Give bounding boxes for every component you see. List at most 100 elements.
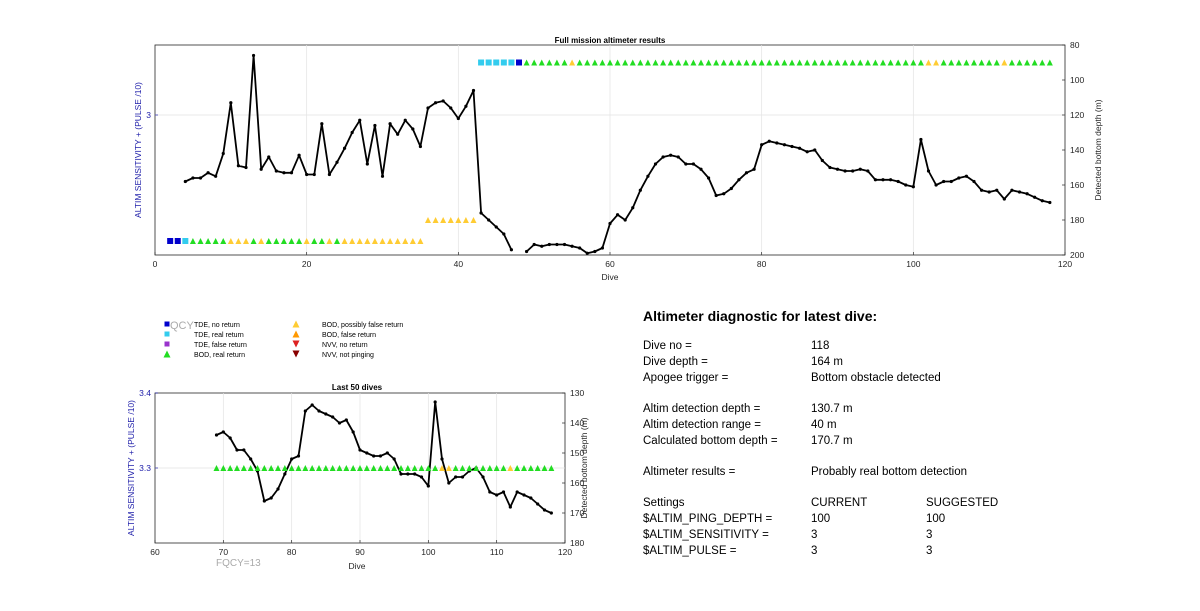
bottom-depth-point [509, 248, 514, 252]
altimeter-marker [917, 59, 924, 66]
bottom-depth-point [267, 155, 271, 159]
altimeter-marker [637, 59, 644, 66]
altimeter-marker [743, 59, 750, 66]
altimeter-marker [356, 238, 363, 244]
x-tick-label: 110 [490, 547, 504, 557]
altimeter-marker [268, 465, 275, 471]
altimeter-marker [1016, 59, 1023, 66]
bottom-depth-point [813, 148, 817, 152]
bottom-depth-point [529, 496, 533, 500]
altimeter-marker [576, 59, 583, 66]
altimeter-marker [887, 59, 894, 66]
altimeter-marker [796, 59, 803, 66]
altimeter-marker [394, 238, 401, 244]
bottom-depth-point [1025, 192, 1029, 196]
bottom-depth-point [183, 179, 187, 184]
bottom-depth-point [760, 143, 764, 147]
setting-name: $ALTIM_PING_DEPTH = [643, 513, 773, 525]
altimeter-marker [189, 238, 196, 244]
altimeter-marker [629, 59, 636, 66]
bottom-depth-point [926, 169, 931, 173]
bottom-depth-point [236, 164, 241, 168]
bottom-depth-point [767, 139, 771, 143]
bottom-depth-point [337, 421, 342, 425]
altimeter-marker [418, 465, 425, 471]
altimeter-marker [1031, 59, 1038, 66]
altimeter-marker [698, 59, 704, 66]
bottom-depth-point [797, 146, 802, 150]
altimeter-marker [675, 59, 682, 66]
altimeter-marker [516, 59, 522, 66]
altimeter-marker [895, 59, 902, 66]
altimeter-marker [910, 59, 917, 66]
altimeter-marker [220, 238, 227, 244]
altimeter-marker [247, 465, 254, 471]
bottom-depth-point [1040, 199, 1044, 203]
bottom-depth-point [456, 116, 460, 121]
detect-range-row: Altim detection range = 40 m [643, 419, 1103, 435]
bottom-depth-point [987, 190, 991, 194]
bottom-depth-point [235, 448, 239, 452]
bottom-depth-point [699, 167, 703, 171]
y-right-tick-label: 130 [570, 388, 584, 398]
bottom-depth-point [547, 242, 551, 247]
bottom-depth-point [388, 122, 392, 126]
bottom-depth-point [805, 150, 809, 154]
y-right-tick-label: 170 [570, 508, 584, 518]
altimeter-marker [447, 217, 454, 223]
altimeter-marker [455, 217, 462, 223]
bottom-depth-point [752, 167, 756, 171]
altimeter-marker [607, 59, 613, 66]
bottom-depth-point [555, 242, 559, 247]
bottom-depth-point [229, 101, 233, 105]
altimeter-marker [849, 59, 856, 66]
altimeter-marker [417, 238, 424, 244]
bottom-depth-point [418, 144, 423, 149]
altimeter-marker [288, 238, 295, 244]
altimeter-marker [523, 59, 530, 66]
bottom-depth-point [214, 433, 219, 437]
top-chart-series [167, 53, 1053, 255]
bottom-depth-point [396, 132, 400, 136]
diagnostic-title: Altimeter diagnostic for latest dive: [643, 308, 878, 324]
altimeter-marker [240, 465, 247, 471]
bottom-depth-point [380, 174, 385, 178]
bottom-depth-point [684, 162, 688, 166]
y-right-tick-label: 150 [570, 448, 584, 458]
bottom-depth-point [350, 130, 354, 135]
bottom-depth-point [413, 472, 417, 476]
bottom-depth-point [297, 153, 301, 157]
fqcy-annotation: FQCY=13 [216, 558, 261, 569]
altimeter-marker [766, 59, 773, 66]
altimeter-marker [258, 238, 265, 244]
bottom-depth-point [303, 409, 307, 413]
altimeter-marker [713, 59, 720, 66]
altimeter-marker [334, 238, 340, 244]
results-row: Altimeter results = Probably real bottom… [643, 466, 1103, 482]
y-left-tick-label: 3 [146, 110, 151, 120]
altimeter-marker [1046, 59, 1053, 66]
altimeter-marker [432, 217, 439, 223]
bottom-depth-point [487, 218, 491, 222]
altimeter-marker [363, 465, 370, 471]
bottom-depth-point [722, 192, 726, 196]
x-tick-label: 90 [355, 547, 365, 557]
bottom-depth-point [488, 490, 492, 494]
bottom-depth-point [305, 172, 309, 177]
setting-suggested: 100 [926, 513, 946, 525]
altimeter-marker [480, 465, 486, 471]
bottom-depth-point [454, 475, 458, 479]
bottom-depth-point [515, 490, 519, 494]
altimeter-marker [205, 238, 212, 244]
bottom-depth-point [578, 246, 582, 250]
setting-row-sensitivity: $ALTIM_SENSITIVITY = 3 3 [643, 529, 1103, 545]
bottom-depth-point [324, 412, 328, 416]
altimeter-marker [280, 238, 287, 244]
bottom-depth-point [661, 155, 665, 159]
altimeter-marker [902, 59, 909, 66]
altimeter-marker [758, 59, 765, 66]
bottom-depth-point [433, 101, 438, 105]
altimeter-marker [819, 59, 826, 66]
altimeter-marker [341, 238, 348, 244]
bottom-depth-point [549, 511, 553, 515]
